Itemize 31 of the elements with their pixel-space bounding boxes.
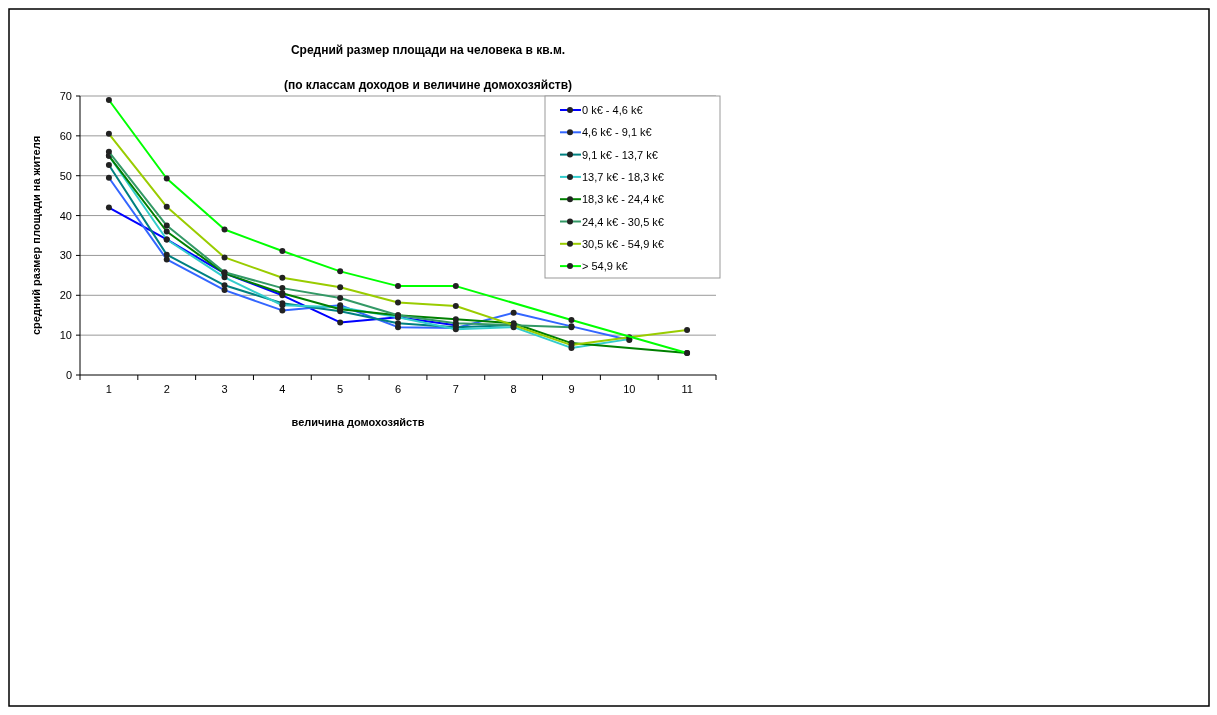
- x-tick-label: 2: [163, 383, 170, 395]
- y-tick-label: 0: [65, 369, 72, 381]
- legend-label: > 54,9 k€: [582, 260, 628, 273]
- y-tick-label: 10: [59, 329, 72, 342]
- y-tick-label: 70: [59, 90, 72, 102]
- chart-subtitle: (по классам доходов и величине домохозяйств): [283, 78, 573, 92]
- x-tick-label: 3: [221, 383, 228, 395]
- x-tick-label: 4: [279, 383, 286, 395]
- legend-label: 18,3 k€ - 24,4 k€: [582, 193, 664, 206]
- legend-label: 13,7 k€ - 18,3 k€: [582, 170, 664, 183]
- x-tick-label: 10: [623, 383, 636, 395]
- x-axis-title: величина домохозяйств: [291, 416, 425, 428]
- legend-label: 0 k€ - 4,6 k€: [582, 104, 643, 116]
- x-tick-label: 8: [510, 383, 517, 395]
- y-tick-label: 20: [59, 289, 72, 302]
- x-tick-label: 6: [394, 383, 402, 395]
- y-tick-label: 30: [59, 249, 72, 262]
- y-axis-title: средний размер площади на жителя: [30, 135, 42, 336]
- y-tick-label: 40: [59, 209, 72, 222]
- x-tick-label: 7: [452, 383, 459, 395]
- legend-label: 24,4 k€ - 30,5 k€: [582, 215, 664, 228]
- legend-label: 9,1 k€ - 13,7 k€: [582, 148, 658, 161]
- legend-label: 30,5 k€ - 54,9 k€: [582, 237, 664, 250]
- legend-label: 4,6 k€ - 9,1 k€: [582, 126, 652, 139]
- y-tick-label: 50: [59, 169, 72, 182]
- chart-title: Средний размер площади на человека в кв.м.: [290, 43, 566, 57]
- y-tick-label: 60: [59, 129, 72, 142]
- x-tick-label: 1: [105, 383, 112, 395]
- x-tick-label: 5: [337, 383, 344, 395]
- x-tick-label: 9: [568, 383, 575, 395]
- x-tick-label: 11: [681, 383, 693, 395]
